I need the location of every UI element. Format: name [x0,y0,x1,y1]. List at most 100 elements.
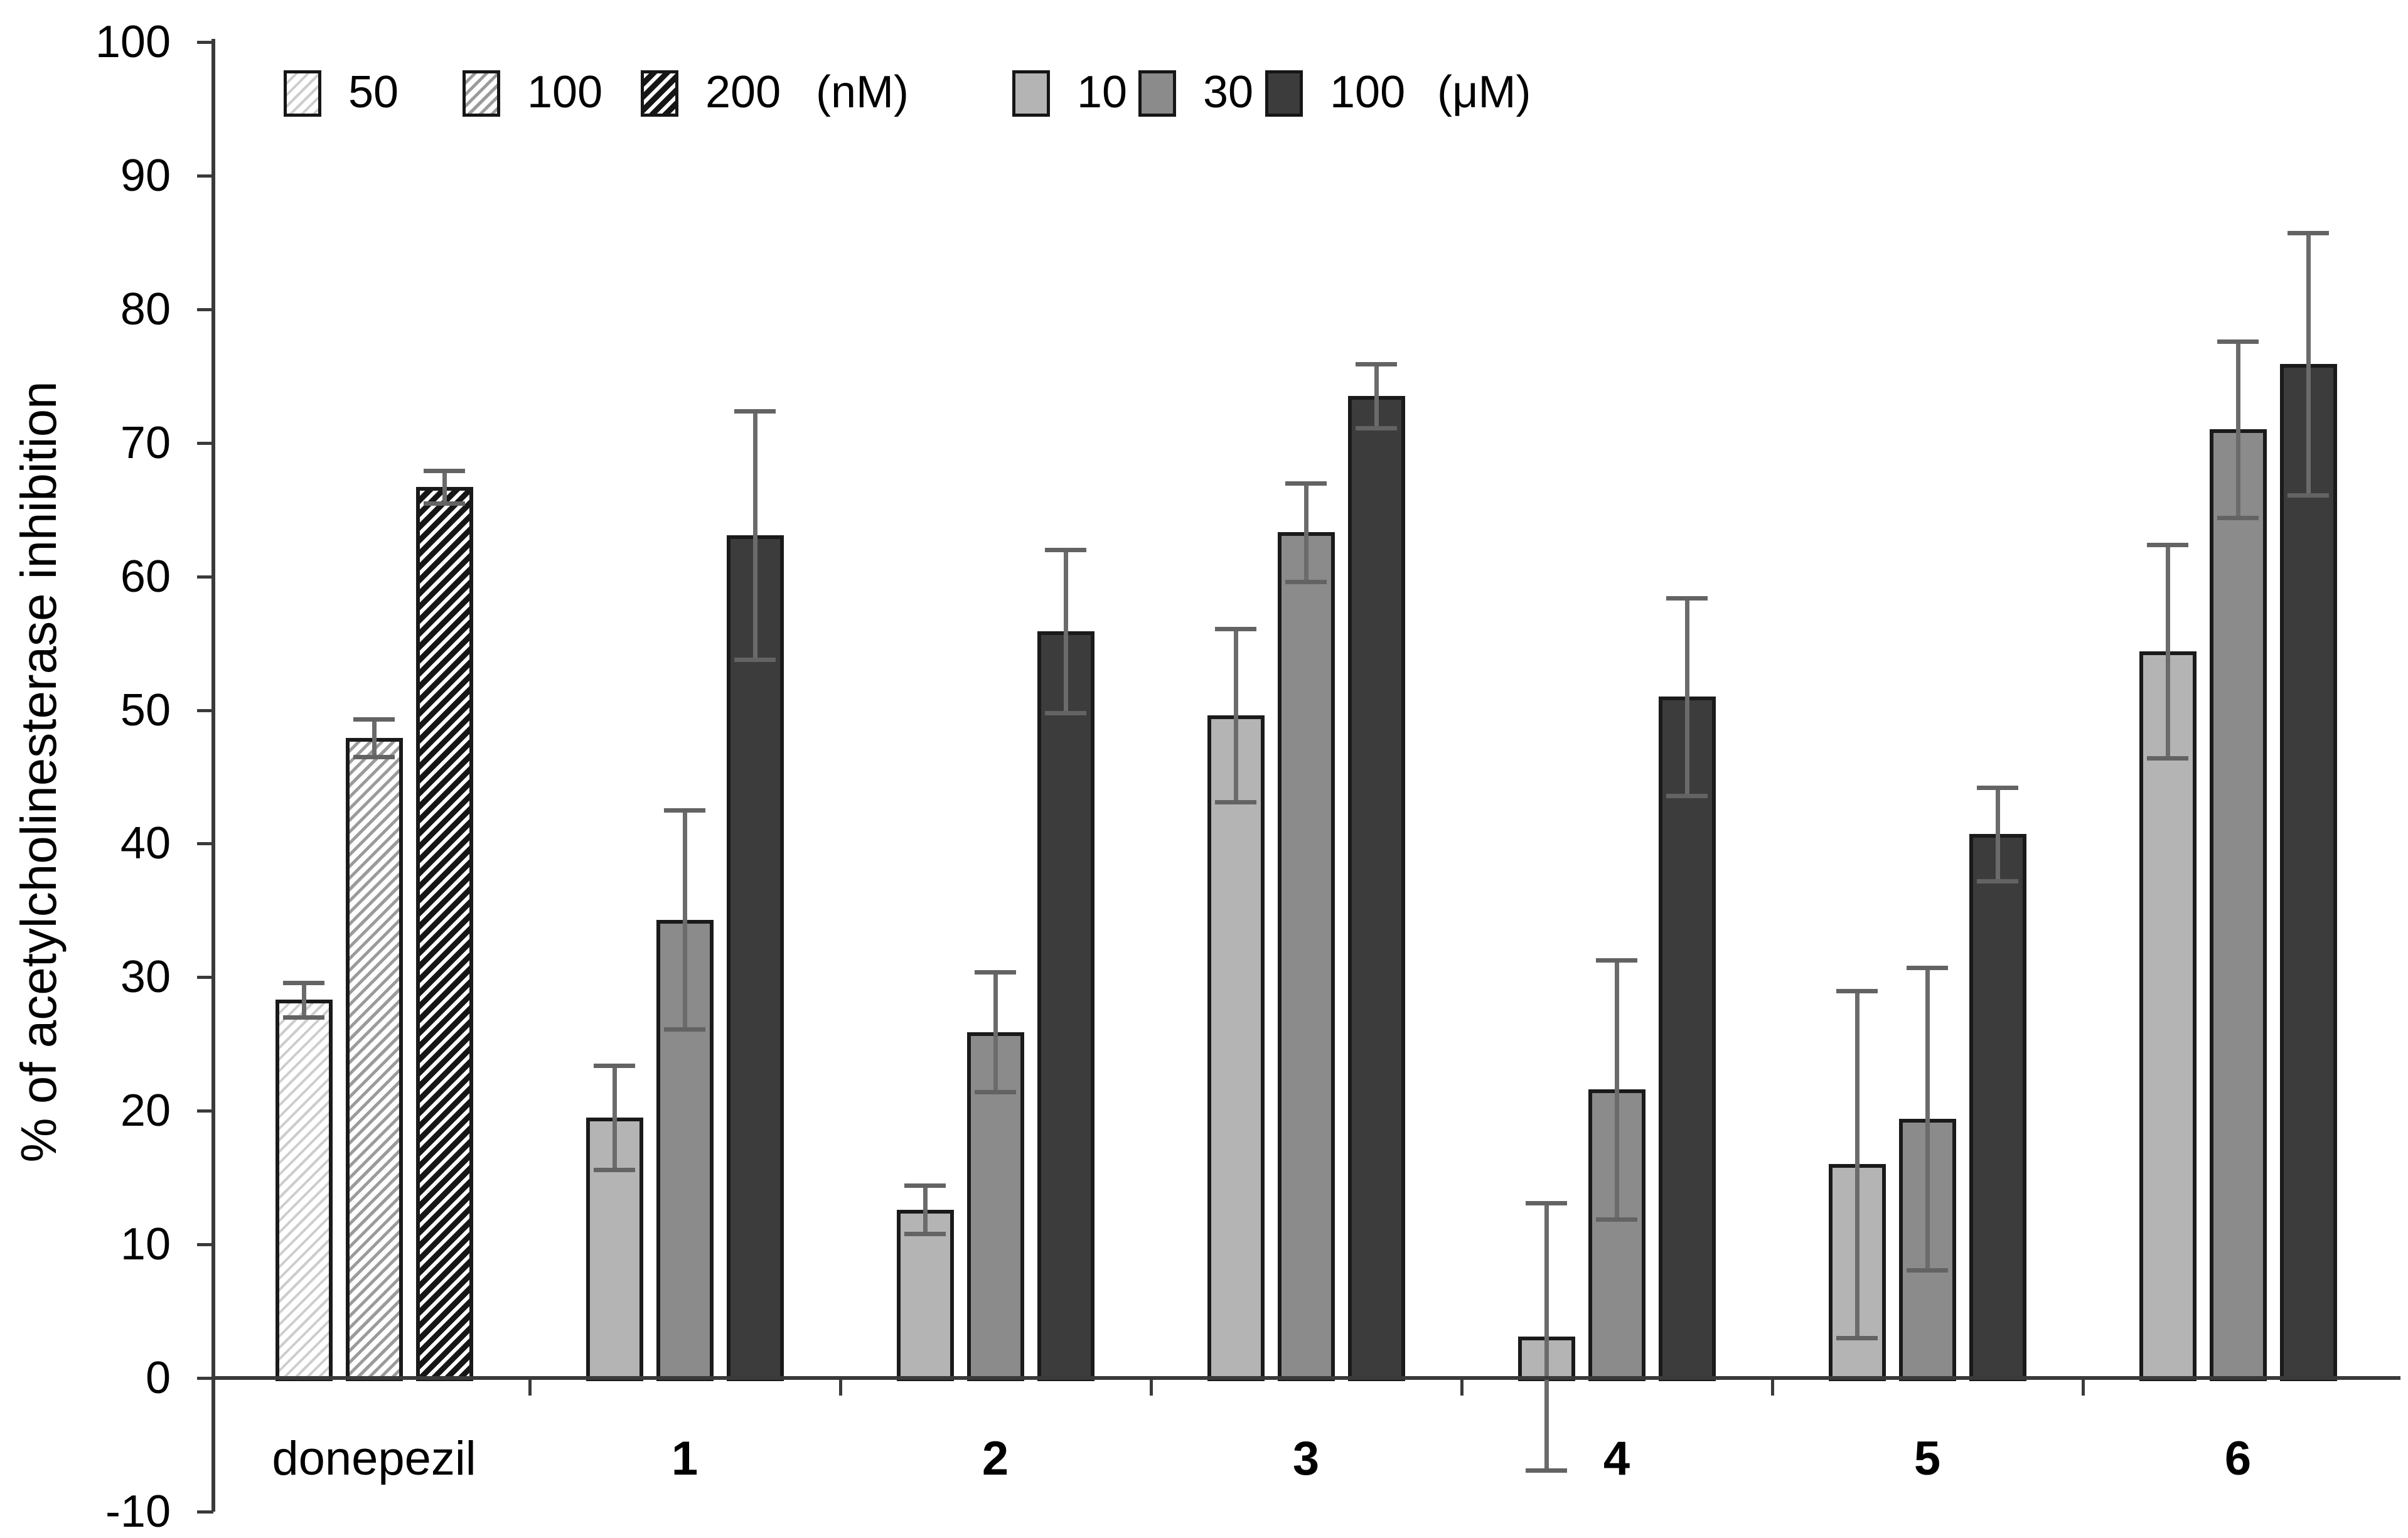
error-bar [613,1065,617,1170]
y-axis-tick [197,1377,213,1380]
error-bar-cap-top [734,409,776,414]
error-bar-cap-top [1836,988,1878,993]
y-axis-tick [197,976,213,980]
legend-label: 10 [1077,67,1128,117]
error-bar [1996,787,2000,881]
error-bar [753,410,757,660]
category-label: 1 [671,1432,698,1485]
error-bar [1685,597,1689,796]
legend-swatch-200 [641,70,678,117]
y-axis-tick [197,441,213,445]
bar-6-30μM [2209,429,2267,1381]
category-label: donepezil [272,1432,476,1485]
y-tick-label: 80 [120,284,171,334]
error-bar-cap-bottom [1045,710,1086,715]
error-bar-cap-top [904,1183,946,1188]
error-bar-cap-top [283,980,324,985]
error-bar [2306,233,2311,495]
bar-2-100μM [1037,631,1094,1381]
error-bar [1304,483,1308,582]
error-bar-cap-bottom [2288,493,2329,498]
x-axis-tick [1460,1378,1464,1396]
y-axis-tick [197,575,213,579]
legend-swatch-10 [1012,70,1050,117]
legend-unit-label: (μM) [1437,67,1531,117]
legend-label: 200 [705,67,781,117]
y-tick-label: 20 [120,1086,171,1136]
legend-swatch-100 [1265,70,1303,117]
error-bar-cap-bottom [1526,1468,1567,1473]
legend-label: 100 [527,67,603,117]
error-bar [1064,550,1068,713]
y-tick-label: 0 [145,1353,171,1403]
y-tick-label: 50 [120,685,171,735]
y-tick-label: 10 [120,1219,171,1270]
error-bar-cap-bottom [1977,879,2018,884]
bar-1-100μM [726,535,784,1381]
error-bar-cap-top [2288,231,2329,236]
error-bar-cap-top [1215,626,1256,631]
x-axis-line [211,1376,2400,1380]
legend-unit-label: (nM) [816,67,909,117]
y-tick-label: 60 [120,551,171,602]
error-bar-cap-top [1666,595,1708,601]
error-bar-cap-bottom [664,1027,705,1032]
error-bar-cap-top [975,969,1016,975]
error-bar-cap-bottom [283,1015,324,1020]
error-bar-cap-bottom [1356,426,1397,431]
error-bar-cap-top [1045,548,1086,553]
bar-donepezil-100nM [345,738,403,1381]
error-bar [372,719,377,757]
error-bar [1855,990,1860,1338]
error-bar-cap-top [594,1063,635,1068]
error-bar-cap-bottom [424,501,465,506]
error-bar-cap-top [353,717,395,722]
bar-3-10μM [1207,715,1265,1381]
error-bar [683,810,687,1030]
error-bar [1374,364,1379,429]
y-tick-label: -10 [105,1486,171,1537]
legend-label: 30 [1203,67,1254,117]
bar-donepezil-50nM [275,1000,333,1381]
error-bar-cap-bottom [2147,756,2188,761]
error-bar [1234,628,1238,803]
bar-4-100μM [1658,697,1716,1381]
category-label: 2 [982,1432,1009,1485]
error-bar-cap-top [1907,966,1948,971]
error-bar-cap-top [1596,958,1637,963]
x-axis-tick [838,1378,842,1396]
category-label: 6 [2224,1432,2252,1485]
y-axis-tick [197,174,213,178]
category-label: 3 [1292,1432,1320,1485]
y-axis-tick [197,1510,213,1514]
category-label: 5 [1913,1432,1941,1485]
error-bar-cap-bottom [904,1232,946,1237]
error-bar [2236,341,2240,518]
error-bar-cap-bottom [2217,515,2259,520]
error-bar-cap-top [2147,542,2188,547]
bar-3-100μM [1347,396,1405,1381]
bar-6-100μM [2279,364,2337,1381]
category-label: 4 [1603,1432,1630,1485]
y-tick-label: 100 [95,17,171,67]
bar-6-10μM [2139,651,2197,1381]
error-bar-cap-top [1356,362,1397,367]
bar-donepezil-200nM [415,486,473,1381]
error-bar-cap-top [424,469,465,474]
x-axis-tick [2081,1378,2085,1396]
x-axis-tick [1149,1378,1153,1396]
y-tick-label: 30 [120,952,171,1003]
error-bar-cap-bottom [1596,1217,1637,1222]
error-bar-cap-bottom [975,1090,1016,1095]
error-bar [1925,968,1930,1270]
y-axis-tick [197,708,213,712]
error-bar-cap-top [1977,785,2018,790]
legend-label: 100 [1330,67,1406,117]
y-axis-tick [197,41,213,44]
error-bar [2166,544,2170,759]
error-bar-cap-bottom [1215,800,1256,805]
y-tick-label: 90 [120,150,171,201]
